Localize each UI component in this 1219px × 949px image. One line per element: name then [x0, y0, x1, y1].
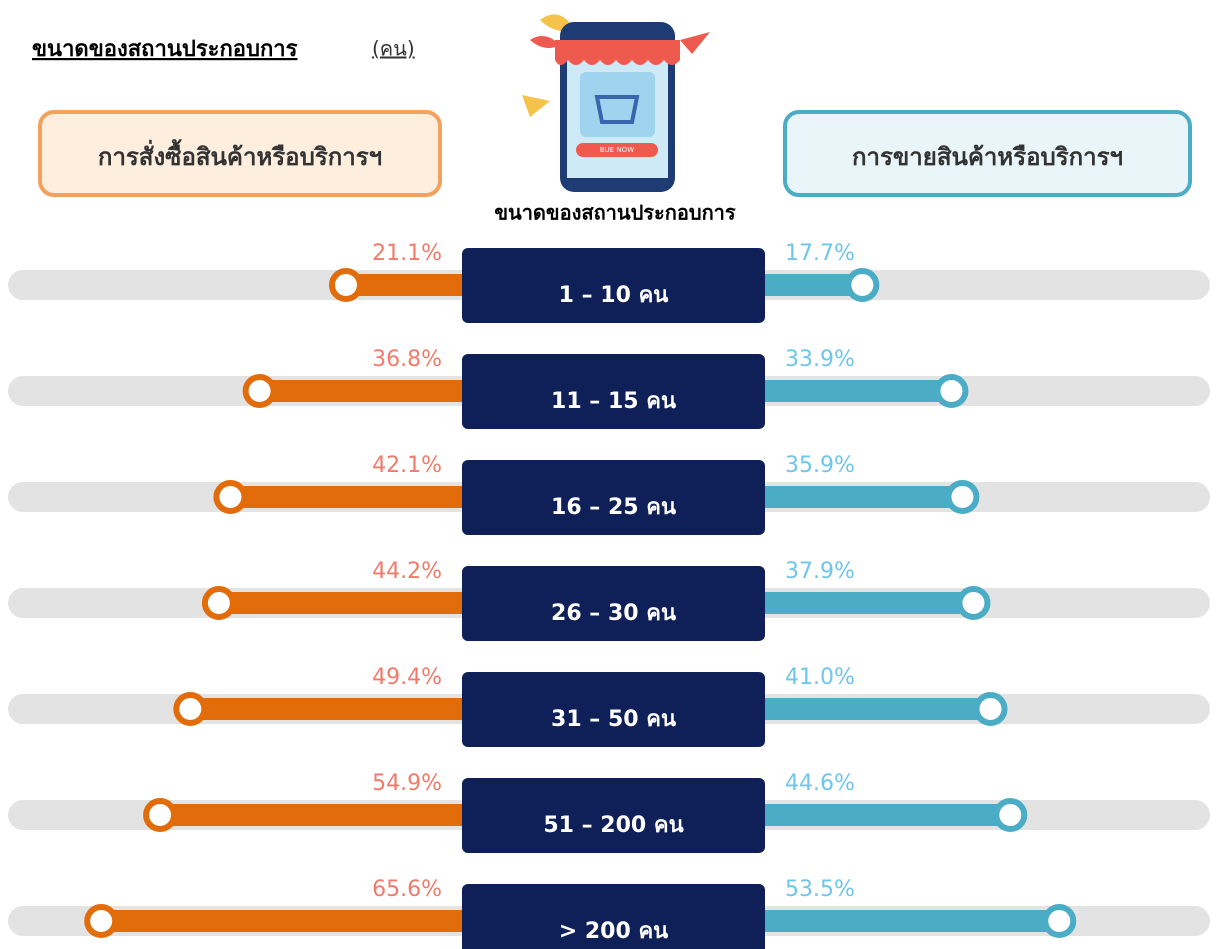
category-label: 11 – 15 คน [551, 389, 676, 414]
bar [765, 486, 963, 508]
value-label: 21.1% [372, 241, 442, 266]
title-unit: (คน) [372, 37, 415, 61]
series-box [783, 110, 1192, 197]
bar-knob [143, 798, 178, 832]
category-box [462, 248, 765, 323]
bar-knob [973, 692, 1008, 726]
category-label: 51 – 200 คน [543, 813, 683, 838]
value-label: 53.5% [785, 877, 855, 902]
category-box [462, 566, 765, 641]
bar [765, 910, 1060, 932]
category-box [462, 778, 765, 853]
subtitle: ขนาดของสถานประกอบการ [494, 201, 736, 225]
category-box [462, 672, 765, 747]
illustration: BUE NOW [522, 14, 710, 192]
bar-knob [956, 586, 991, 620]
bar-knob [845, 268, 880, 302]
category-box [462, 460, 765, 535]
value-label: 54.9% [372, 771, 442, 796]
value-label: 35.9% [785, 453, 855, 478]
category-box [462, 354, 765, 429]
bar [345, 274, 462, 296]
category-label: 1 – 10 คน [559, 283, 669, 308]
bar-knob [328, 268, 363, 302]
category-label: > 200 คน [559, 919, 668, 944]
bar [765, 592, 974, 614]
bar-knob [201, 586, 236, 620]
bar [765, 380, 952, 402]
value-label: 36.8% [372, 347, 442, 372]
bar-knob [993, 798, 1028, 832]
legend-label: การสั่งซื้อสินค้าหรือบริการฯ [98, 138, 382, 171]
chart-title: ขนาดของสถานประกอบการ [32, 37, 298, 62]
value-label: 42.1% [372, 453, 442, 478]
category-label: 26 – 30 คน [551, 601, 676, 626]
bar [160, 804, 463, 826]
bar [218, 592, 462, 614]
series-box [38, 110, 442, 197]
illustration-label: BUE NOW [600, 146, 634, 154]
value-label: 49.4% [372, 665, 442, 690]
bar-knob [1042, 904, 1077, 938]
category-box [462, 884, 765, 949]
value-label: 44.2% [372, 559, 442, 584]
bar [101, 910, 462, 932]
bar [190, 698, 463, 720]
bar-knob [84, 904, 119, 938]
value-label: 37.9% [785, 559, 855, 584]
bar-knob [213, 480, 248, 514]
bar [765, 698, 991, 720]
value-label: 41.0% [785, 665, 855, 690]
bar [230, 486, 462, 508]
category-label: 16 – 25 คน [551, 495, 676, 520]
bar-knob [934, 374, 969, 408]
value-label: 44.6% [785, 771, 855, 796]
bar-knob [173, 692, 208, 726]
bar-knob [945, 480, 980, 514]
value-label: 33.9% [785, 347, 855, 372]
value-label: 65.6% [372, 877, 442, 902]
value-label: 17.7% [785, 241, 855, 266]
bar [765, 274, 863, 296]
bar [765, 804, 1011, 826]
bar [259, 380, 462, 402]
category-label: 31 – 50 คน [551, 707, 676, 732]
legend-label: การขายสินค้าหรือบริการฯ [852, 143, 1123, 171]
bar-knob [242, 374, 277, 408]
